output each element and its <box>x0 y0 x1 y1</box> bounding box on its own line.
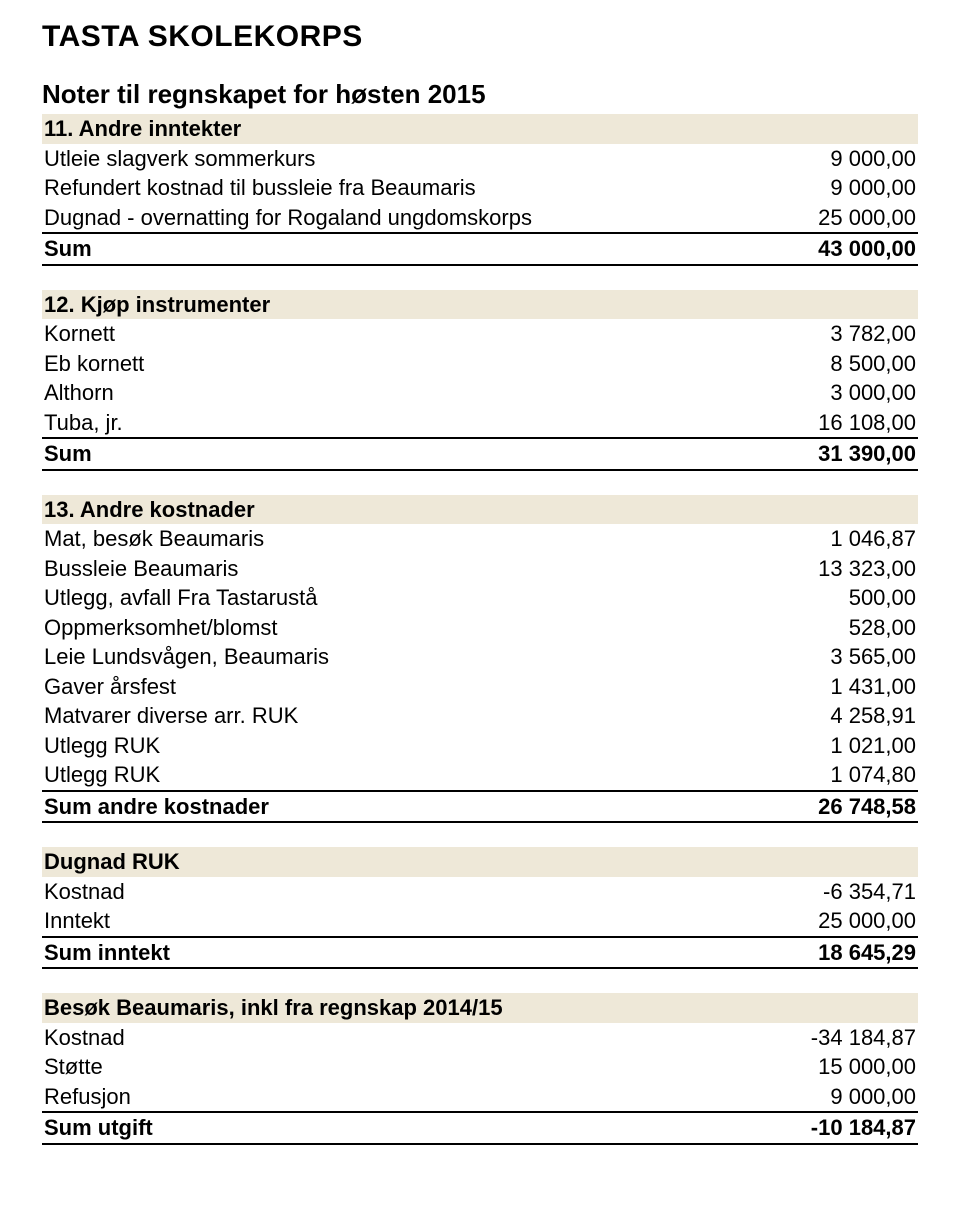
row-value: 1 046,87 <box>830 525 916 553</box>
row-label: Mat, besøk Beaumaris <box>44 525 264 553</box>
row-value: 528,00 <box>849 614 916 642</box>
section-header: 12. Kjøp instrumenter <box>42 290 918 320</box>
row-label: Refundert kostnad til bussleie fra Beaum… <box>44 174 476 202</box>
row-label: Leie Lundsvågen, Beaumaris <box>44 643 329 671</box>
section-13: 13. Andre kostnader Mat, besøk Beaumaris… <box>42 495 918 824</box>
sum-label: Sum <box>44 440 92 468</box>
row-label: Utlegg RUK <box>44 761 160 789</box>
table-row: Kostnad -34 184,87 <box>42 1023 918 1053</box>
row-label: Eb kornett <box>44 350 144 378</box>
row-label: Refusjon <box>44 1083 131 1111</box>
row-label: Dugnad - overnatting for Rogaland ungdom… <box>44 204 532 232</box>
row-value: 16 108,00 <box>818 409 916 437</box>
row-value: 500,00 <box>849 584 916 612</box>
table-row: Utlegg, avfall Fra Tastarustå 500,00 <box>42 583 918 613</box>
row-label: Kostnad <box>44 1024 125 1052</box>
row-label: Utlegg, avfall Fra Tastarustå <box>44 584 318 612</box>
sum-label: Sum inntekt <box>44 939 170 967</box>
row-value: 9 000,00 <box>830 145 916 173</box>
row-label: Tuba, jr. <box>44 409 123 437</box>
sum-row: Sum inntekt 18 645,29 <box>42 936 918 970</box>
table-row: Oppmerksomhet/blomst 528,00 <box>42 613 918 643</box>
table-row: Gaver årsfest 1 431,00 <box>42 672 918 702</box>
row-value: -34 184,87 <box>811 1024 916 1052</box>
table-row: Leie Lundsvågen, Beaumaris 3 565,00 <box>42 642 918 672</box>
section-header: 11. Andre inntekter <box>42 114 918 144</box>
page-title: TASTA SKOLEKORPS <box>42 18 918 56</box>
row-label: Inntekt <box>44 907 110 935</box>
sum-row: Sum 31 390,00 <box>42 437 918 471</box>
page-subtitle: Noter til regnskapet for høsten 2015 <box>42 78 918 111</box>
table-row: Utleie slagverk sommerkurs 9 000,00 <box>42 144 918 174</box>
row-value: 15 000,00 <box>818 1053 916 1081</box>
table-row: Inntekt 25 000,00 <box>42 906 918 936</box>
section-header: 13. Andre kostnader <box>42 495 918 525</box>
row-label: Gaver årsfest <box>44 673 176 701</box>
sum-value: 18 645,29 <box>818 939 916 967</box>
row-value: 1 074,80 <box>830 761 916 789</box>
row-value: 3 000,00 <box>830 379 916 407</box>
row-label: Althorn <box>44 379 114 407</box>
sum-label: Sum andre kostnader <box>44 793 269 821</box>
sum-row: Sum utgift -10 184,87 <box>42 1111 918 1145</box>
row-value: 9 000,00 <box>830 174 916 202</box>
row-label: Matvarer diverse arr. RUK <box>44 702 298 730</box>
row-value: 1 021,00 <box>830 732 916 760</box>
table-row: Støtte 15 000,00 <box>42 1052 918 1082</box>
row-value: 25 000,00 <box>818 907 916 935</box>
table-row: Refusjon 9 000,00 <box>42 1082 918 1112</box>
section-rows: Kornett3 782,00Eb kornett8 500,00Althorn… <box>42 319 918 437</box>
table-row: Althorn 3 000,00 <box>42 378 918 408</box>
sum-value: -10 184,87 <box>811 1114 916 1142</box>
section-dugnad: Dugnad RUK Kostnad -6 354,71 Inntekt 25 000… <box>42 847 918 969</box>
section-rows: Mat, besøk Beaumaris1 046,87Bussleie Bea… <box>42 524 918 790</box>
table-row: Utlegg RUK 1 021,00 <box>42 731 918 761</box>
sum-row: Sum andre kostnader 26 748,58 <box>42 790 918 824</box>
table-row: Eb kornett 8 500,00 <box>42 349 918 379</box>
row-label: Kornett <box>44 320 115 348</box>
sum-value: 43 000,00 <box>818 235 916 263</box>
row-label: Utleie slagverk sommerkurs <box>44 145 315 173</box>
row-value: 3 782,00 <box>830 320 916 348</box>
row-value: 8 500,00 <box>830 350 916 378</box>
table-row: Matvarer diverse arr. RUK 4 258,91 <box>42 701 918 731</box>
section-rows: Utleie slagverk sommerkurs 9 000,00 Refund… <box>42 144 918 233</box>
table-row: Kostnad -6 354,71 <box>42 877 918 907</box>
sum-label: Sum utgift <box>44 1114 153 1142</box>
row-value: 9 000,00 <box>830 1083 916 1111</box>
row-value: -6 354,71 <box>823 878 916 906</box>
table-row: Refundert kostnad til bussleie fra Beaum… <box>42 173 918 203</box>
sum-value: 26 748,58 <box>818 793 916 821</box>
sum-label: Sum <box>44 235 92 263</box>
sum-row: Sum 43 000,00 <box>42 232 918 266</box>
section-header: Besøk Beaumaris, inkl fra regnskap 2014/… <box>42 993 918 1023</box>
section-rows: Kostnad-34 184,87Støtte15 000,00Refusjon… <box>42 1023 918 1112</box>
table-row: Utlegg RUK 1 074,80 <box>42 760 918 790</box>
row-label: Kostnad <box>44 878 125 906</box>
row-label: Utlegg RUK <box>44 732 160 760</box>
row-value: 13 323,00 <box>818 555 916 583</box>
row-value: 4 258,91 <box>830 702 916 730</box>
row-label: Oppmerksomhet/blomst <box>44 614 278 642</box>
table-row: Bussleie Beaumaris 13 323,00 <box>42 554 918 584</box>
row-value: 25 000,00 <box>818 204 916 232</box>
row-label: Støtte <box>44 1053 103 1081</box>
row-value: 1 431,00 <box>830 673 916 701</box>
table-row: Tuba, jr. 16 108,00 <box>42 408 918 438</box>
section-besok: Besøk Beaumaris, inkl fra regnskap 2014/… <box>42 993 918 1145</box>
table-row: Mat, besøk Beaumaris 1 046,87 <box>42 524 918 554</box>
section-12: 12. Kjøp instrumenter Kornett3 782,00Eb … <box>42 290 918 471</box>
section-11: 11. Andre inntekter Utleie slagverk somm… <box>42 114 918 266</box>
row-label: Bussleie Beaumaris <box>44 555 238 583</box>
row-value: 3 565,00 <box>830 643 916 671</box>
section-header: Dugnad RUK <box>42 847 918 877</box>
sum-value: 31 390,00 <box>818 440 916 468</box>
table-row: Kornett 3 782,00 <box>42 319 918 349</box>
table-row: Dugnad - overnatting for Rogaland ungdom… <box>42 203 918 233</box>
section-rows: Kostnad -6 354,71 Inntekt 25 000,00 <box>42 877 918 936</box>
